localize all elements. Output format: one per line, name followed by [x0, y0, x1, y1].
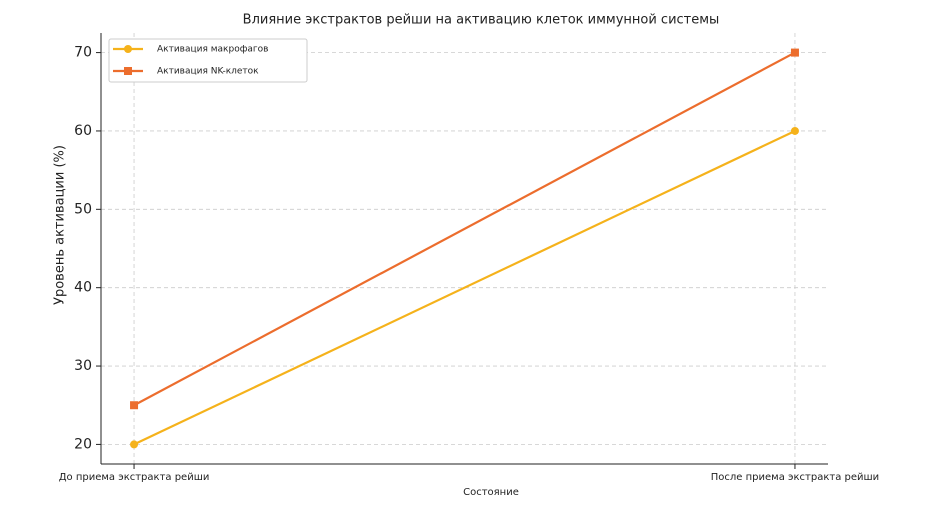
y-tick-label: 70: [74, 45, 92, 61]
y-tick-label: 50: [74, 201, 92, 217]
y-axis-label: Уровень активации (%): [53, 145, 68, 305]
legend-marker: [124, 45, 132, 53]
x-axis-label: Состояние: [463, 487, 519, 498]
marker: [790, 48, 799, 57]
legend-marker: [124, 67, 132, 75]
y-tick-label: 20: [74, 436, 92, 452]
legend: Активация макрофагов Активация NK-клеток: [108, 38, 308, 83]
x-tick-label: До приема экстракта рейши: [59, 472, 210, 483]
marker: [790, 126, 799, 135]
series-line: [133, 51, 796, 407]
marker: [130, 440, 139, 449]
legend-label: Активация макрофагов: [157, 45, 268, 55]
legend-box: [108, 38, 308, 83]
legend-label: Активация NK-клеток: [157, 67, 259, 77]
x-tick-label: После приема экстракта рейши: [711, 472, 879, 483]
y-tick-label: 60: [74, 123, 92, 139]
series-line: [133, 129, 796, 446]
y-tick-label: 30: [74, 358, 92, 374]
y-tick-label: 40: [74, 280, 92, 296]
chart-title: Влияние экстрактов рейши на активацию кл…: [243, 13, 720, 28]
marker: [130, 401, 139, 410]
